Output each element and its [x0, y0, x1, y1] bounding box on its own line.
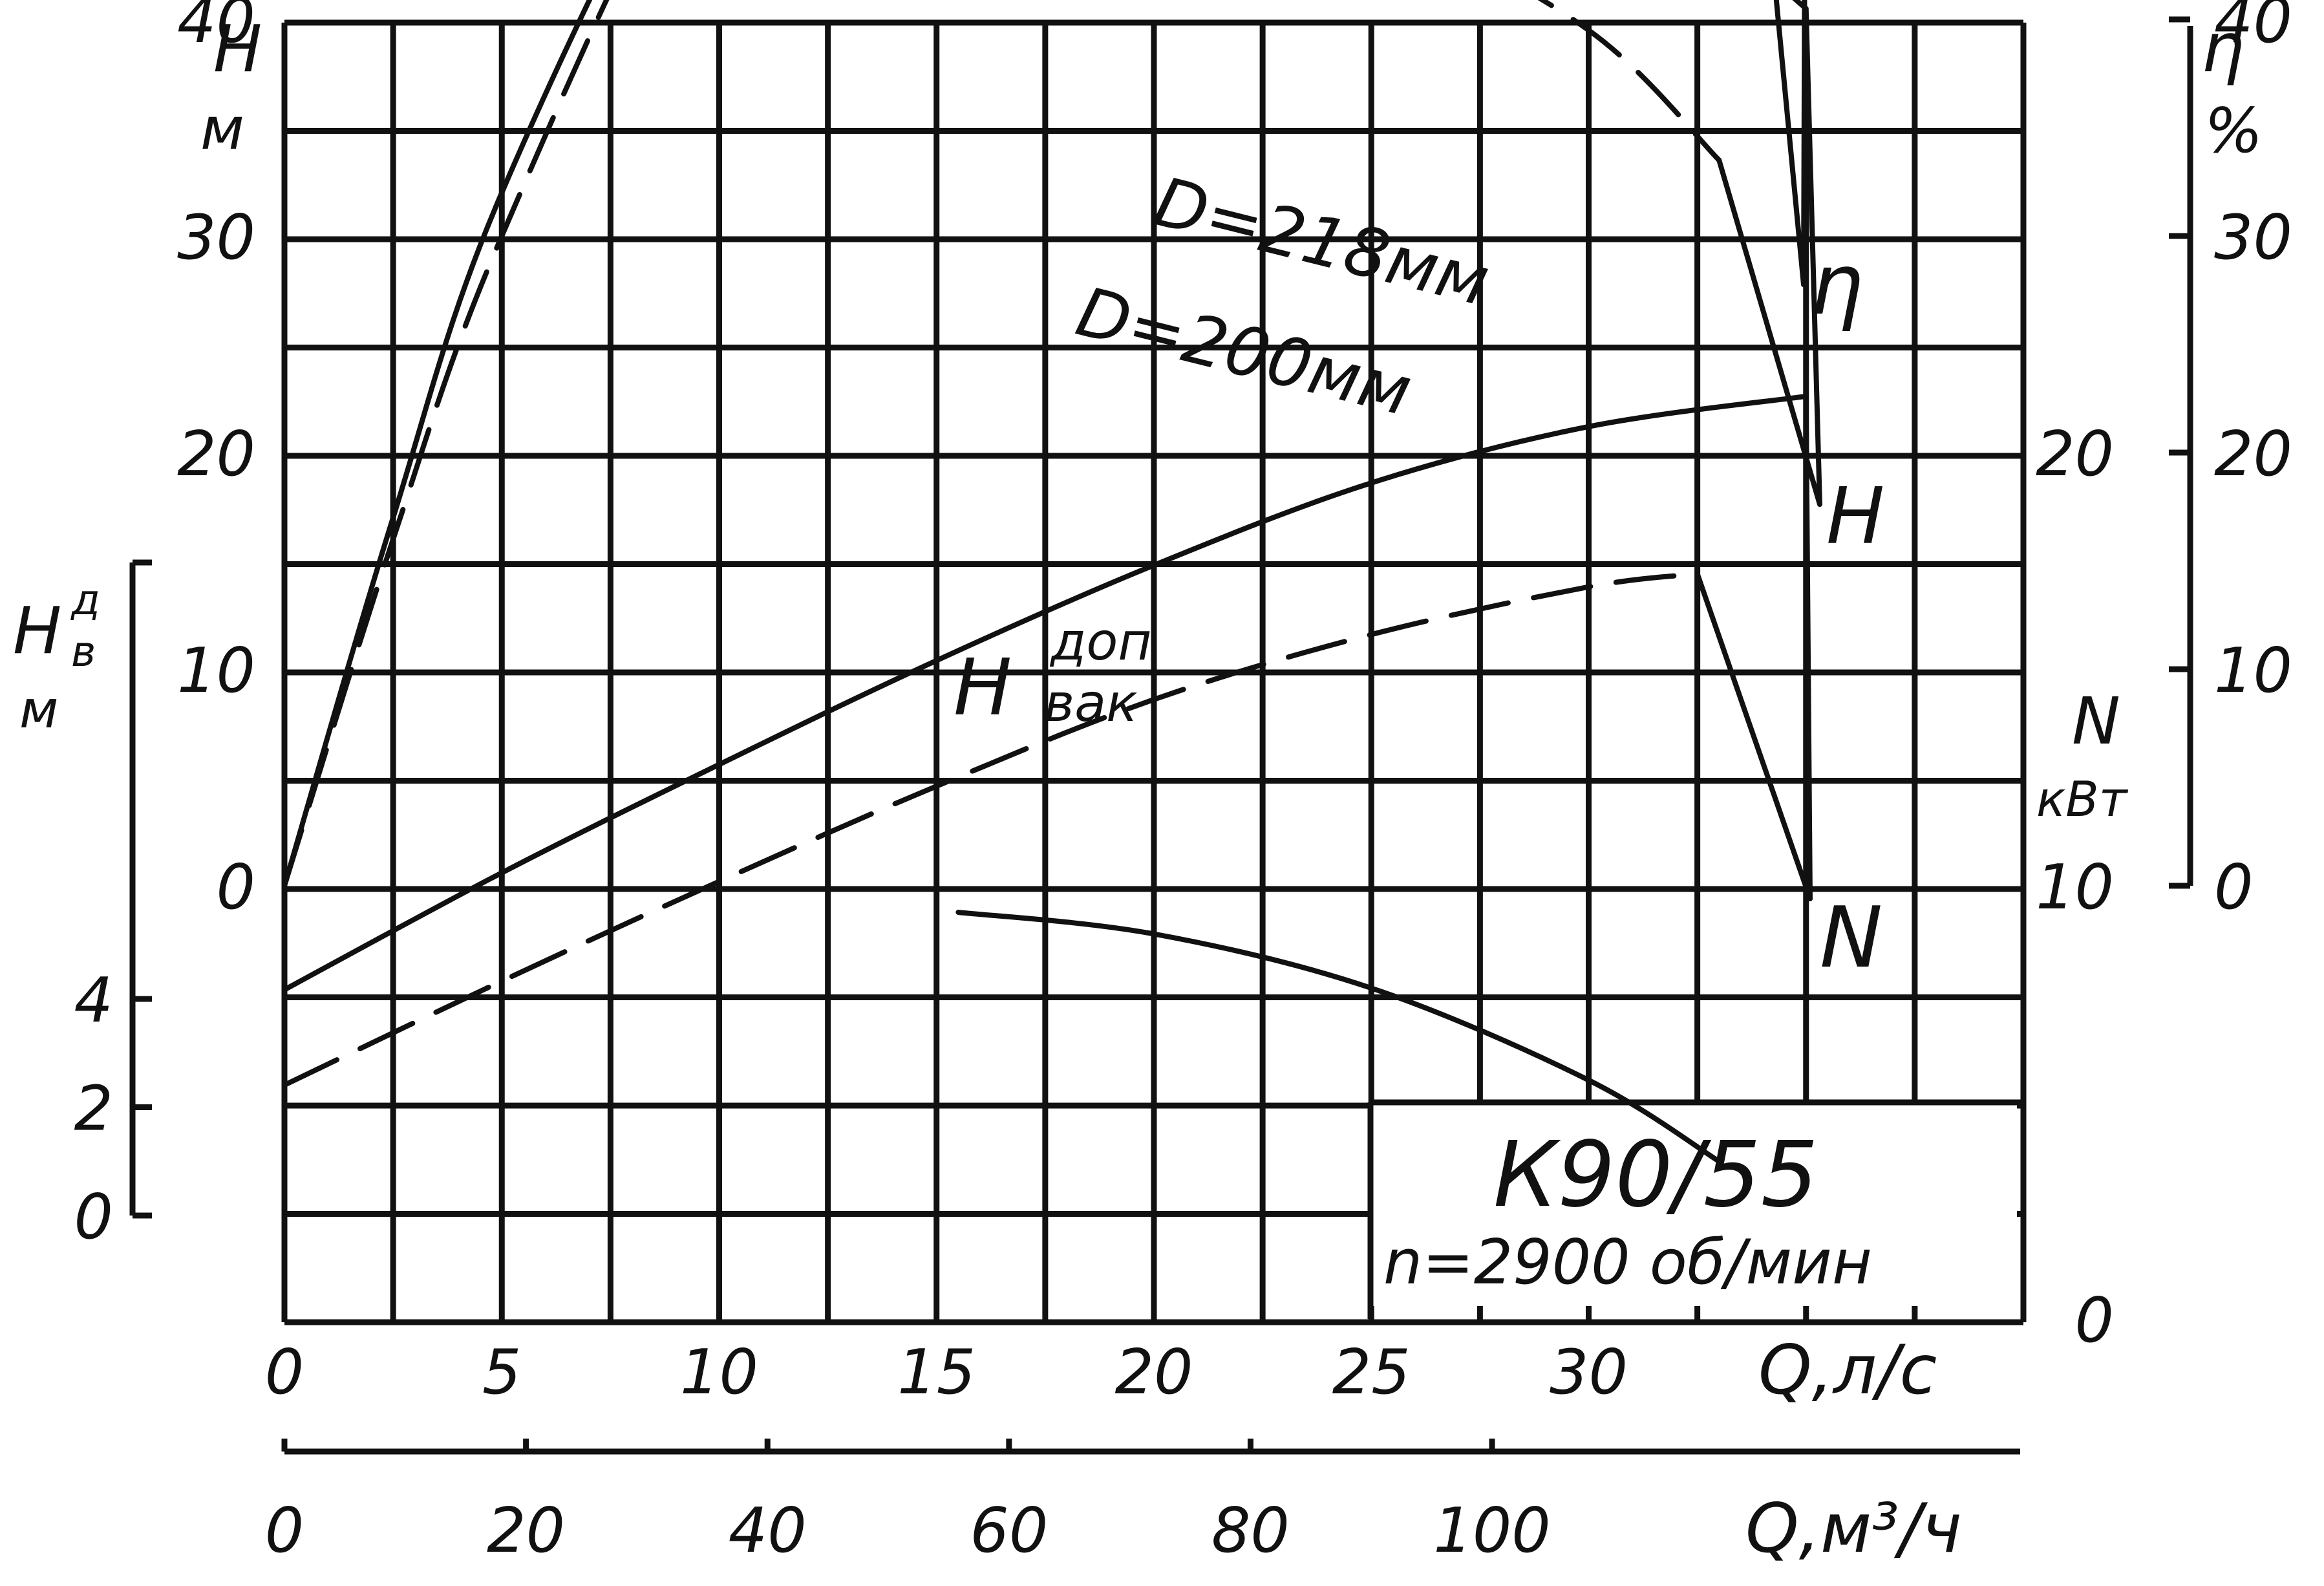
x2-tick-label: 0: [265, 1495, 304, 1567]
leader-line: [1801, 0, 1807, 287]
eta-tick-label: 40: [2214, 0, 2292, 57]
curve-hvak: [955, 910, 1722, 1164]
x2-tick-label: 80: [1211, 1495, 1290, 1567]
n-axis-label: N: [2072, 683, 2120, 759]
leader-line: [1716, 157, 1822, 507]
hvak-axis-label-main: H: [13, 593, 61, 669]
x-tick-label: 5: [482, 1337, 521, 1408]
curve-label-n: N: [1820, 888, 1882, 987]
eta-tick-label: 10: [2214, 636, 2292, 707]
h-tick-label: 10: [177, 636, 255, 707]
hvak-tick-label: 4: [74, 965, 113, 1036]
x-tick-label: 30: [1550, 1337, 1628, 1408]
x-tick-label: 0: [265, 1337, 304, 1408]
n-tick-label: 0: [2075, 1285, 2114, 1356]
curve-label-d200: D=200мм: [1069, 272, 1420, 431]
x-tick-label: 15: [897, 1337, 975, 1408]
x2-tick-label: 60: [970, 1495, 1048, 1567]
x-tick-label: 25: [1332, 1337, 1411, 1408]
x2-tick-label: 40: [729, 1495, 807, 1567]
x-tick-label: 20: [1115, 1337, 1193, 1408]
h-tick-label: 30: [177, 202, 255, 273]
n-tick-label: 10: [2036, 852, 2114, 923]
axes: [129, 26, 2193, 1455]
n-axis-unit: кВт: [2036, 771, 2129, 828]
h-tick-label: 0: [217, 852, 255, 923]
x-tick-label: 10: [680, 1337, 758, 1408]
eta-axis-unit: %: [2204, 96, 2263, 167]
x2-axis-label: Q,м³/ч: [1745, 1489, 1962, 1568]
curve-n-d218: [282, 393, 1809, 992]
grid: [281, 19, 2027, 1325]
chart-title: К90/55: [1493, 1122, 1818, 1228]
hvak-tick-label: 0: [74, 1182, 113, 1253]
hvak-axis-label-sup: д: [70, 576, 100, 625]
curve-label-hvak-sub: вак: [1044, 673, 1138, 733]
leader-line: [1694, 571, 1813, 901]
hvak-axis-label-sub: в: [71, 628, 96, 676]
curve-eta-d200: [282, 0, 610, 888]
x2-tick-label: 20: [487, 1495, 565, 1567]
x2-tick-label: 100: [1433, 1495, 1550, 1567]
curve-label-hvak-main: H: [954, 643, 1012, 733]
curves: [282, 0, 1822, 1164]
curve-label-d218: D=218мм: [1147, 162, 1497, 321]
hvak-tick-label: 2: [74, 1074, 113, 1145]
leader-line: [1803, 393, 1813, 901]
leader-line: [1803, 6, 1822, 507]
leader-line: [1773, 0, 1806, 287]
eta-tick-label: 0: [2214, 852, 2253, 923]
curve-n-d200: [282, 571, 1700, 1088]
eta-tick-label: 20: [2214, 419, 2292, 490]
eta-tick-label: 30: [2214, 202, 2292, 273]
title-box-bg: [1370, 1102, 2017, 1306]
n-tick-label: 20: [2036, 419, 2114, 490]
h-axis-label: H: [213, 11, 262, 87]
curve-eta-d218: [282, 0, 593, 888]
curve-label-hvak-sup: доп: [1049, 612, 1152, 672]
curve-label-eta: η: [1810, 235, 1863, 334]
chart-subtitle: n=2900 об/мин: [1383, 1227, 1872, 1298]
curve-label-h: H: [1826, 472, 1884, 562]
h-tick-label: 40: [177, 0, 255, 57]
eta-axis-label: η: [2201, 8, 2244, 87]
curve-h-d200: [1537, 0, 1722, 163]
curve-h-d218: [1792, 0, 1809, 12]
hvak-axis-unit: м: [19, 680, 58, 740]
h-tick-label: 20: [177, 419, 255, 490]
h-axis-unit: м: [200, 95, 244, 163]
x-axis-label: Q,л/с: [1758, 1331, 1937, 1409]
ticks: 0510152025300204060801000102030405060024…: [74, 0, 2292, 1567]
